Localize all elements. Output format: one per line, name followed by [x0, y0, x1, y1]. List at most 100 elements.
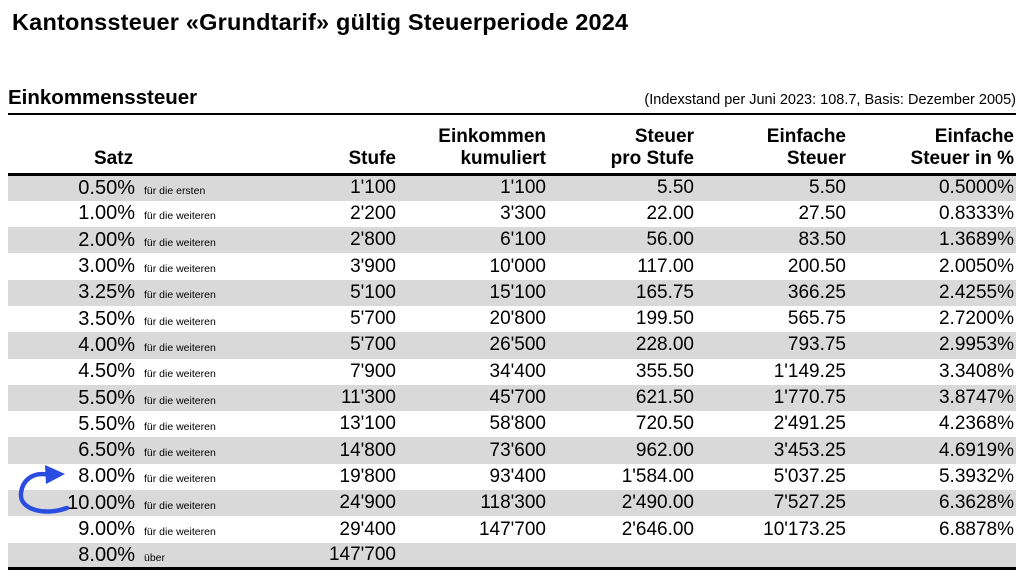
rate-value: 3.00% [78, 255, 135, 278]
einkommen-kumuliert-value: 45'700 [398, 384, 548, 412]
einfache-steuer-prozent-value: 4.2368% [938, 413, 1014, 435]
rate-value: 4.00% [78, 333, 135, 356]
table-row: 3.50% für die weiteren 5'700 20'800 199.… [8, 306, 1016, 332]
einfache-steuer-value: 27.50 [798, 202, 846, 224]
stufe-value: 5'700 [236, 332, 398, 359]
column-header-satz: Satz [8, 120, 236, 176]
einkommen-kumuliert-value: 147'700 [478, 518, 546, 540]
einkommen-kumuliert-value: 118'300 [398, 490, 548, 517]
rate-qualifier: für die weiteren [144, 447, 216, 460]
einkommen-kumuliert-value: 93'400 [489, 465, 546, 487]
einfache-steuer-prozent-value [848, 542, 1016, 569]
einfache-steuer-prozent-value: 4.6919% [848, 437, 1016, 464]
einkommen-kumuliert-value: 10'000 [489, 255, 546, 277]
rate-value: 3.50% [78, 307, 135, 330]
stufe-value: 5'700 [350, 308, 396, 330]
rate-value: 4.50% [78, 360, 135, 383]
table-row: 8.00% über 147'700 [8, 542, 1016, 569]
rate-qualifier: für die weiteren [144, 341, 216, 354]
steuer-pro-stufe-value: 199.50 [635, 308, 694, 330]
rate-qualifier: für die weiteren [144, 526, 216, 538]
steuer-pro-stufe-value: 5.50 [548, 174, 696, 201]
einkommen-kumuliert-value: 6'100 [398, 227, 548, 254]
section-header: Einkommenssteuer (Indexstand per Juni 20… [8, 86, 1016, 115]
einkommen-kumuliert-value: 1'100 [398, 174, 548, 201]
rate-qualifier: für die weiteren [144, 315, 216, 328]
stufe-value: 2'800 [236, 227, 398, 254]
einfache-steuer-value: 565.75 [787, 308, 846, 330]
table-row: 4.50% für die weiteren 7'900 34'400 355.… [8, 359, 1016, 385]
rate-value: 8.00% [78, 465, 135, 488]
rate-qualifier: für die weiteren [144, 263, 216, 276]
einfache-steuer-prozent-value: 5.3932% [938, 465, 1014, 487]
rate-qualifier: für die weiteren [144, 473, 216, 486]
einfache-steuer-prozent-value: 2.7200% [938, 308, 1014, 330]
table-row: 6.50% für die weiteren 14'800 73'600 962… [8, 437, 1016, 464]
rate-value: 1.00% [78, 202, 135, 225]
page-title: Kantonssteuer «Grundtarif» gültig Steuer… [12, 9, 629, 35]
einfache-steuer-value: 1'149.25 [773, 360, 846, 382]
income-tax-table: Satz Stufe Einkommen kumuliert Steuer pr… [8, 120, 1016, 571]
steuer-pro-stufe-value: 228.00 [548, 332, 696, 359]
einfache-steuer-value: 3'453.25 [696, 437, 848, 464]
stufe-value: 3'900 [350, 255, 396, 277]
column-header-steuer-pro-stufe: Steuer pro Stufe [548, 120, 696, 176]
einfache-steuer-value: 200.50 [787, 255, 846, 277]
table-row: 3.00% für die weiteren 3'900 10'000 117.… [8, 253, 1016, 279]
rate-qualifier: für die weiteren [144, 499, 216, 512]
steuer-pro-stufe-value: 56.00 [548, 227, 696, 254]
table-row: 5.50% für die weiteren 13'100 58'800 720… [8, 411, 1016, 437]
steuer-pro-stufe-value: 962.00 [548, 437, 696, 464]
table-row: 0.50% für die ersten 1'100 1'100 5.50 5.… [8, 174, 1016, 201]
steuer-pro-stufe-value: 2'646.00 [621, 518, 694, 540]
table-row: 5.50% für die weiteren 11'300 45'700 621… [8, 384, 1016, 412]
einfache-steuer-value: 5.50 [696, 174, 848, 201]
einfache-steuer-prozent-value: 0.5000% [848, 174, 1016, 201]
einkommen-kumuliert-value [398, 542, 548, 569]
einfache-steuer-value: 10'173.25 [763, 518, 846, 540]
stufe-value: 24'900 [236, 490, 398, 517]
table-row: 4.00% für die weiteren 5'700 26'500 228.… [8, 332, 1016, 359]
stufe-value: 11'300 [236, 384, 398, 412]
table-row: 10.00% für die weiteren 24'900 118'300 2… [8, 490, 1016, 517]
einfache-steuer-value [696, 542, 848, 569]
einkommen-kumuliert-value: 58'800 [489, 413, 546, 435]
rate-qualifier: für die weiteren [144, 368, 216, 381]
rate-qualifier: für die weiteren [144, 289, 216, 302]
einfache-steuer-value: 366.25 [696, 279, 848, 306]
einfache-steuer-prozent-value: 2.0050% [938, 255, 1014, 277]
steuer-pro-stufe-value [548, 542, 696, 569]
rate-qualifier: für die weiteren [144, 236, 216, 249]
steuer-pro-stufe-value: 621.50 [548, 384, 696, 412]
rate-value: 0.50% [78, 176, 135, 199]
table-row: 3.25% für die weiteren 5'100 15'100 165.… [8, 279, 1016, 306]
rate-value: 5.50% [78, 386, 135, 409]
rate-qualifier: für die weiteren [144, 394, 216, 407]
table-row: 1.00% für die weiteren 2'200 3'300 22.00… [8, 201, 1016, 227]
column-header-einkommen-kumuliert: Einkommen kumuliert [398, 120, 548, 176]
einfache-steuer-value: 1'770.75 [696, 384, 848, 412]
stufe-value: 1'100 [236, 174, 398, 201]
rate-qualifier: für die ersten [144, 184, 206, 197]
einkommen-kumuliert-value: 20'800 [489, 308, 546, 330]
table-row: 9.00% für die weiteren 29'400 147'700 2'… [8, 516, 1016, 542]
steuer-pro-stufe-value: 355.50 [635, 360, 694, 382]
column-header-stufe: Stufe [236, 120, 398, 176]
stufe-value: 7'900 [350, 360, 396, 382]
einfache-steuer-value: 2'491.25 [773, 413, 846, 435]
einfache-steuer-prozent-value: 3.8747% [848, 384, 1016, 412]
rate-qualifier: über [144, 551, 166, 564]
einkommen-kumuliert-value: 15'100 [398, 279, 548, 306]
steuer-pro-stufe-value: 117.00 [637, 255, 694, 277]
einfache-steuer-value: 793.75 [696, 332, 848, 359]
rate-qualifier: für die weiteren [144, 420, 216, 433]
rate-value: 8.00% [78, 543, 135, 566]
rate-value: 3.25% [78, 281, 135, 304]
einkommen-kumuliert-value: 73'600 [398, 437, 548, 464]
column-header-einfache-steuer-prozent: Einfache Steuer in % [848, 120, 1016, 176]
einfache-steuer-value: 5'037.25 [773, 465, 846, 487]
einfache-steuer-prozent-value: 1.3689% [848, 227, 1016, 254]
steuer-pro-stufe-value: 2'490.00 [548, 490, 696, 517]
rate-qualifier: für die weiteren [144, 210, 216, 223]
